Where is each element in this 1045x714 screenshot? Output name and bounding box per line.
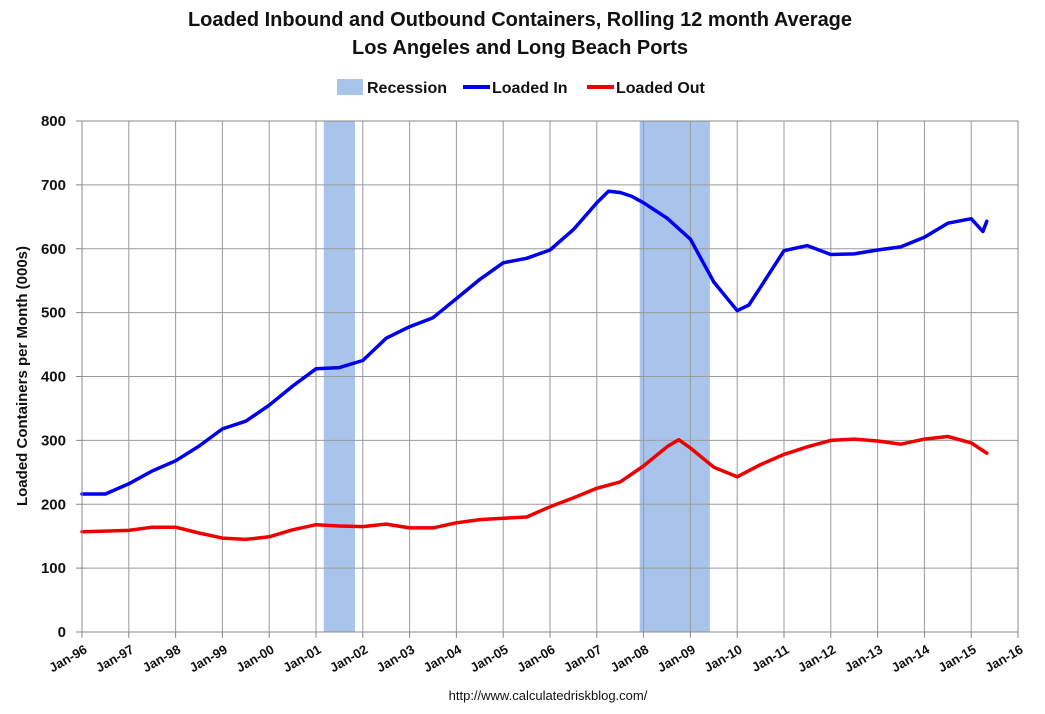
series-line-loaded-out (80, 434, 989, 542)
legend-label-loaded-out: Loaded Out (616, 80, 706, 97)
y-tick-label-0: 0 (58, 624, 66, 641)
y-tick-label-4: 400 (41, 369, 66, 386)
x-tick-label-13: Jan-09 (655, 642, 698, 676)
x-tick-label-8: Jan-04 (421, 641, 465, 675)
x-tick-label-10: Jan-06 (514, 642, 557, 676)
chart-title-line-1: Loaded Inbound and Outbound Containers, … (188, 9, 852, 31)
x-tick-label-1: Jan-97 (93, 642, 136, 676)
source-url: http://www.calculatedriskblog.com/ (449, 688, 648, 703)
series-lines (80, 189, 989, 542)
y-tick-label-2: 200 (41, 496, 66, 513)
x-tick-label-0: Jan-96 (46, 642, 89, 676)
legend: Recession Loaded In Loaded Out (337, 79, 706, 97)
y-tick-label-5: 500 (41, 305, 66, 322)
x-tick-label-6: Jan-02 (327, 642, 370, 676)
y-tick-label-1: 100 (41, 560, 66, 577)
x-tick-label-16: Jan-12 (795, 642, 838, 676)
legend-label-recession: Recession (367, 80, 447, 97)
x-tick-label-15: Jan-11 (749, 642, 792, 675)
y-tick-label-7: 700 (41, 177, 66, 194)
x-tick-label-3: Jan-99 (187, 642, 230, 676)
chart-title-line-2: Los Angeles and Long Beach Ports (352, 37, 688, 59)
x-tick-label-19: Jan-15 (936, 642, 979, 676)
y-tick-label-3: 300 (41, 432, 66, 449)
x-tick-label-20: Jan-16 (982, 642, 1025, 676)
x-tick-label-7: Jan-03 (374, 642, 417, 676)
x-tick-label-4: Jan-00 (234, 642, 277, 676)
y-tick-label-6: 600 (41, 241, 66, 258)
y-axis-ticks: 0 100 200 300 400 500 600 700 800 (41, 113, 82, 641)
x-tick-label-14: Jan-10 (702, 642, 745, 676)
x-tick-label-17: Jan-13 (842, 642, 885, 676)
series-line-loaded-in (80, 189, 989, 496)
y-tick-label-8: 800 (41, 113, 66, 130)
x-tick-label-9: Jan-05 (468, 642, 511, 676)
x-tick-label-2: Jan-98 (140, 642, 183, 676)
legend-label-loaded-in: Loaded In (492, 80, 568, 97)
x-tick-label-12: Jan-08 (608, 642, 651, 676)
gridlines (81, 120, 1019, 633)
x-tick-label-18: Jan-14 (889, 641, 933, 675)
x-axis-ticks: Jan-96 Jan-97 Jan-98 Jan-99 Jan-00 Jan-01 Jan-… (46, 632, 1026, 676)
x-tick-label-11: Jan-07 (561, 642, 604, 676)
y-axis-label: Loaded Containers per Month (000s) (14, 246, 31, 506)
legend-swatch-recession (337, 79, 363, 95)
x-tick-label-5: Jan-01 (280, 642, 323, 676)
